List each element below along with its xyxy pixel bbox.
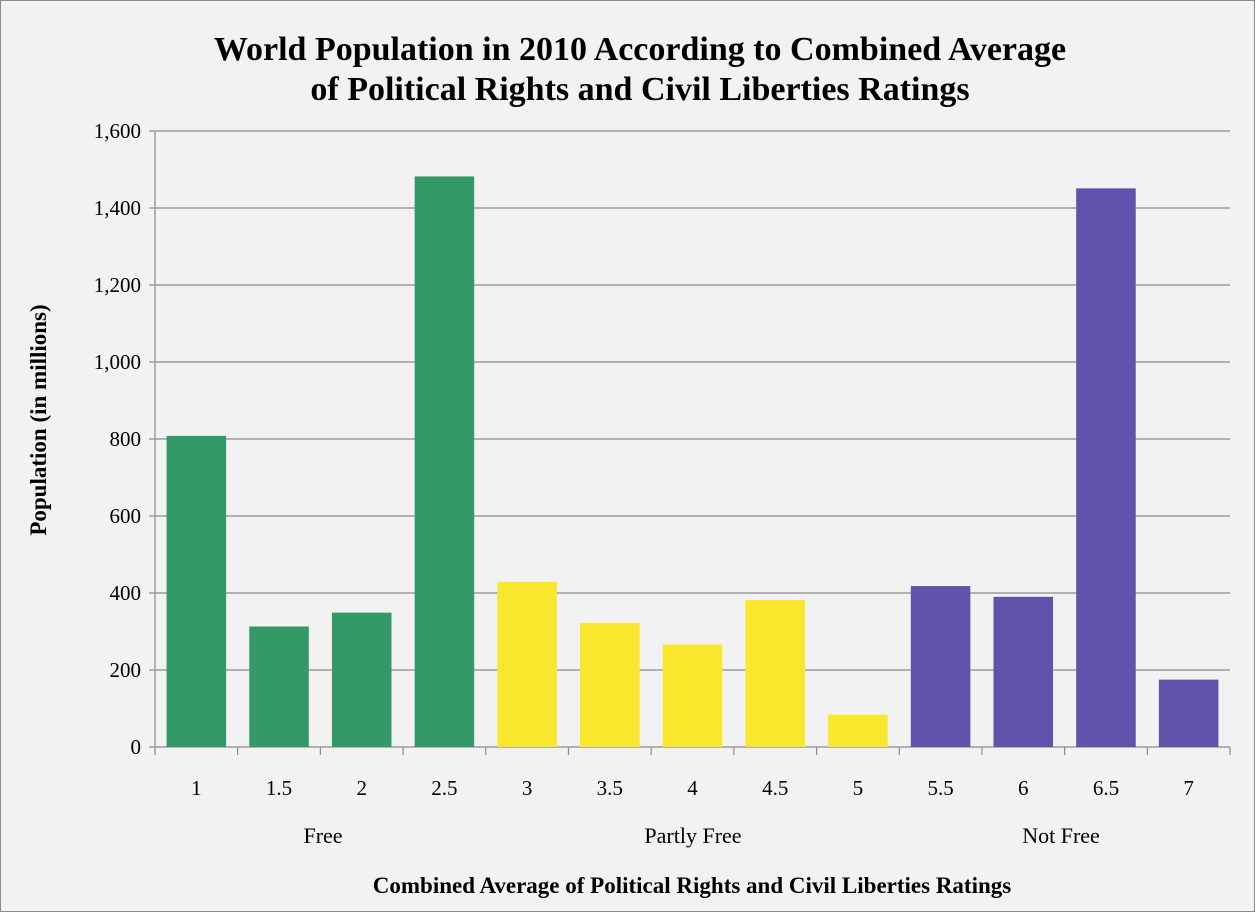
bar-5	[828, 714, 888, 747]
x-tick-label: 3.5	[597, 776, 623, 800]
chart-title-line: World Population in 2010 According to Co…	[214, 31, 1066, 68]
y-axis-label: Population (in millions)	[26, 304, 51, 535]
x-tick-label: 2.5	[431, 776, 457, 800]
x-tick-label: 5.5	[927, 776, 953, 800]
x-tick-label: 6	[1018, 776, 1029, 800]
y-tick-label: 1,400	[94, 196, 141, 220]
y-tick-label: 400	[110, 581, 142, 605]
bar-1	[166, 435, 227, 747]
y-tick-label: 1,600	[94, 119, 141, 143]
bar-5-5	[910, 586, 971, 747]
x-tick-label: 1	[191, 776, 202, 800]
group-label-free: Free	[303, 823, 342, 848]
y-tick-label: 1,000	[94, 350, 141, 374]
bar-7	[1158, 679, 1219, 747]
group-label-not-free: Not Free	[1022, 823, 1100, 848]
x-tick-label: 2	[356, 776, 367, 800]
bar-1-5	[249, 626, 309, 747]
bar-2-5	[414, 176, 475, 747]
y-tick-label: 800	[110, 427, 142, 451]
chart-title-line: of Political Rights and Civil Liberties …	[310, 71, 969, 108]
x-tick-label: 6.5	[1093, 776, 1119, 800]
y-tick-label: 600	[110, 504, 142, 528]
bar-6-5	[1076, 188, 1136, 748]
x-tick-label: 4	[687, 776, 698, 800]
x-tick-label: 1.5	[266, 776, 292, 800]
group-label-partly-free: Partly Free	[644, 823, 741, 848]
x-tick-label: 5	[853, 776, 864, 800]
y-tick-label: 200	[110, 658, 142, 682]
bar-4-5	[745, 599, 805, 747]
bar-2	[331, 612, 392, 747]
x-tick-label: 4.5	[762, 776, 788, 800]
x-tick-label: 7	[1183, 776, 1194, 800]
x-axis-label: Combined Average of Political Rights and…	[373, 873, 1012, 898]
y-tick-label: 0	[131, 735, 142, 759]
bar-3	[497, 581, 557, 747]
y-tick-label: 1,200	[94, 273, 141, 297]
bar-3-5	[580, 623, 640, 747]
bar-6	[993, 596, 1054, 747]
x-tick-label: 3	[522, 776, 533, 800]
bar-4	[662, 644, 723, 747]
